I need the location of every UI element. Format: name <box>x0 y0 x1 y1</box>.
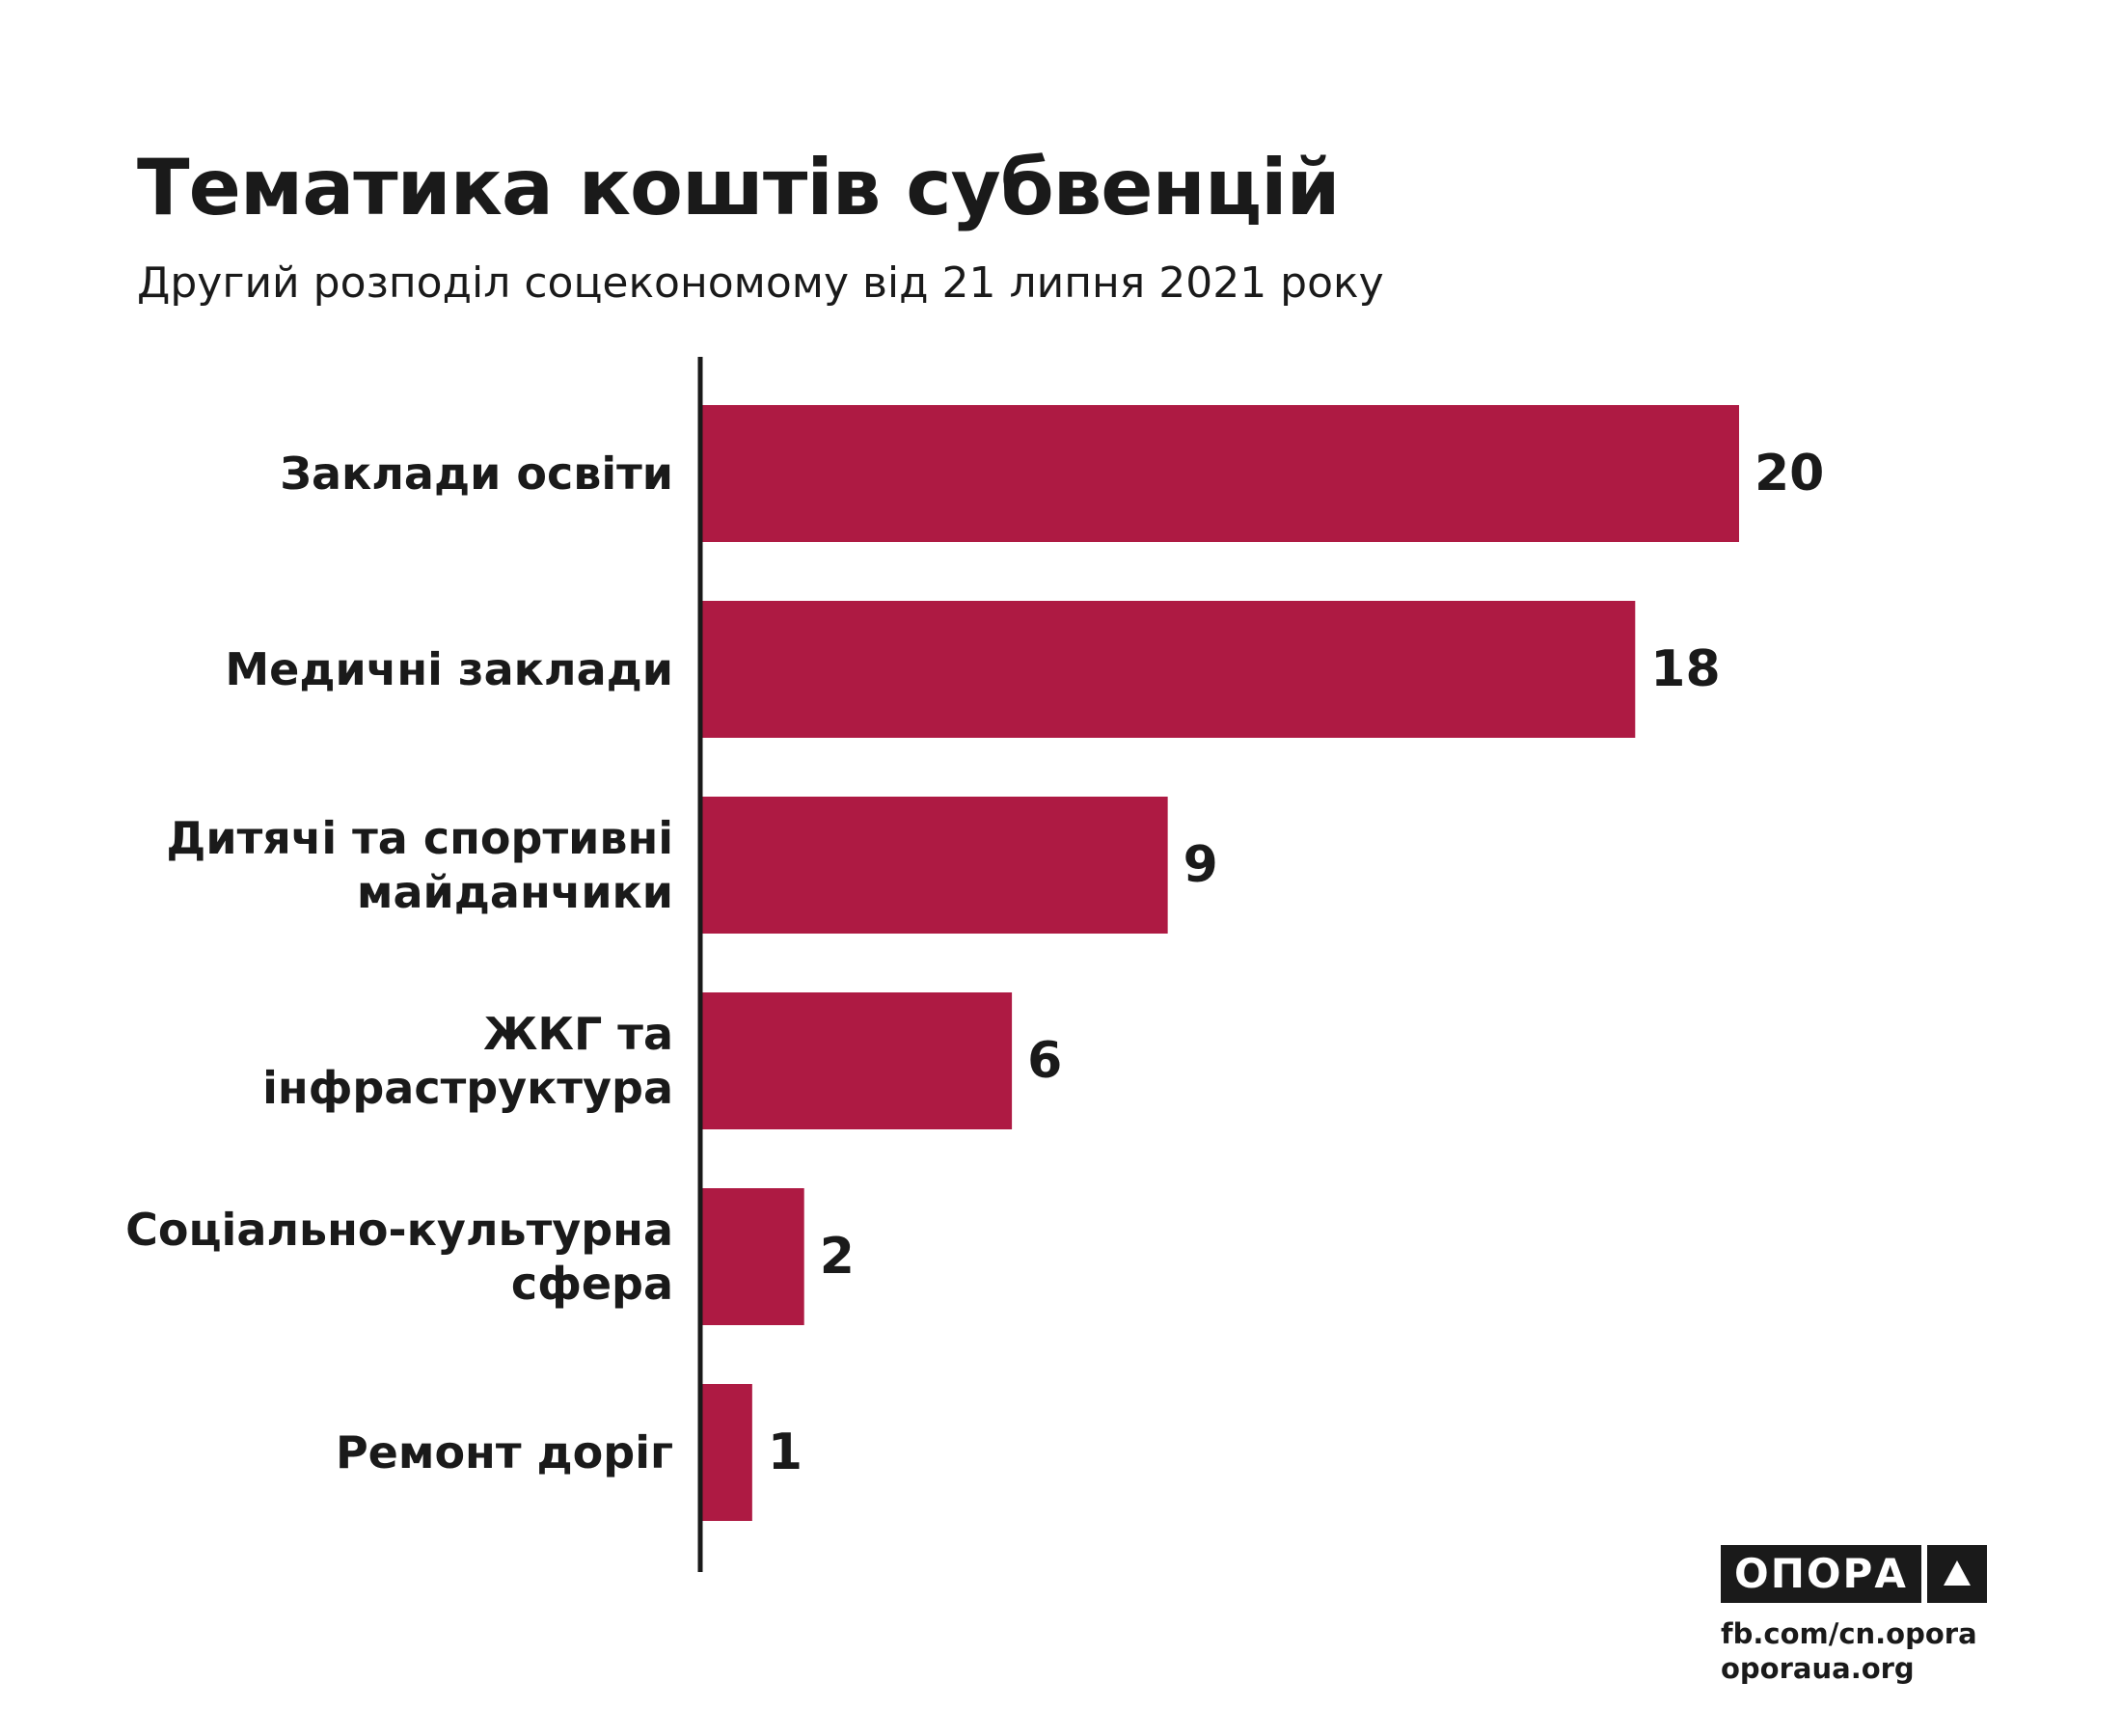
category-label-4: Соціально-культурна сфера <box>125 1204 673 1310</box>
value-label-3: 6 <box>1027 1032 1062 1090</box>
value-label-2: 9 <box>1183 836 1218 894</box>
category-label-3: ЖКГ та інфраструктура <box>262 1008 673 1114</box>
website-link[interactable]: oporaua.org <box>1721 1652 1915 1685</box>
chart-title: Тематика коштів субвенцій <box>137 143 1341 232</box>
category-label-5: Ремонт доріг <box>336 1426 673 1478</box>
bar-2 <box>700 797 1168 934</box>
logo-text: ОПОРА <box>1721 1545 1921 1603</box>
bar-1 <box>700 601 1636 738</box>
bar-5 <box>700 1384 752 1521</box>
bar-4 <box>700 1188 804 1325</box>
bar-0 <box>700 405 1739 542</box>
triangle-icon <box>1926 1545 1987 1603</box>
chart-subtitle: Другий розподіл соцекономому від 21 липн… <box>137 258 1384 308</box>
category-label-1: Медичні заклади <box>225 643 673 695</box>
opora-logo: ОПОРА <box>1721 1545 1987 1603</box>
category-label-2: Дитячі та спортивні майданчики <box>166 812 673 918</box>
value-label-0: 20 <box>1755 445 1824 502</box>
facebook-link[interactable]: fb.com/cn.opora <box>1721 1617 1977 1650</box>
value-label-1: 18 <box>1650 640 1720 698</box>
value-label-5: 1 <box>768 1424 803 1481</box>
value-label-4: 2 <box>820 1228 855 1286</box>
source-links: fb.com/cn.opora oporaua.org <box>1721 1616 1977 1686</box>
bar-3 <box>700 992 1013 1129</box>
category-label-0: Заклади освіти <box>280 448 673 500</box>
